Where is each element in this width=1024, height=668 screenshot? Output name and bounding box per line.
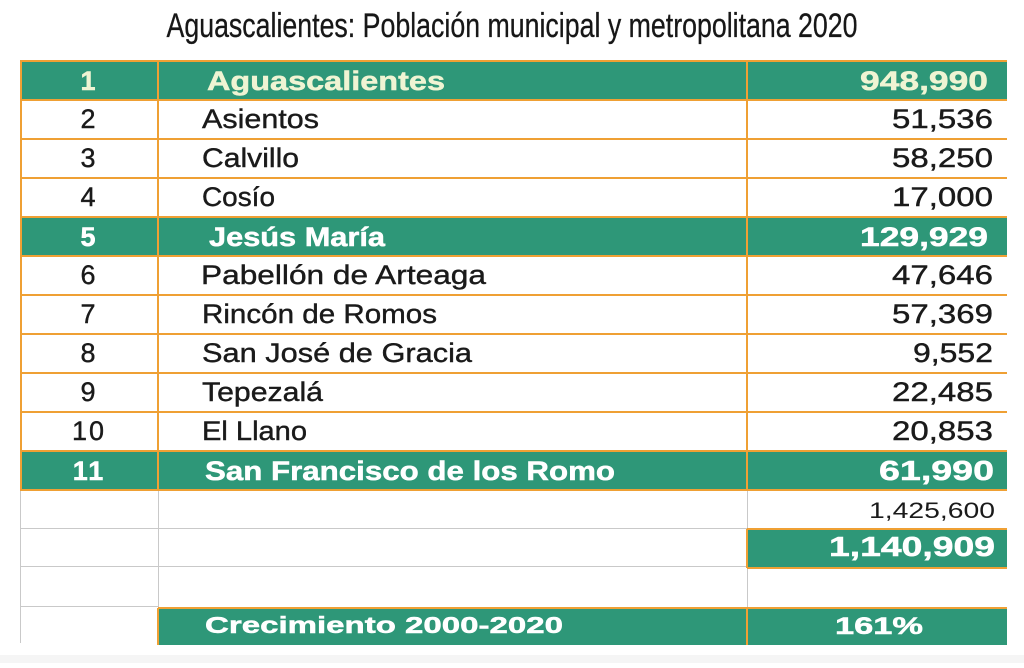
svg-text:2: 2	[80, 104, 97, 134]
svg-text:Jesús María: Jesús María	[209, 222, 386, 252]
svg-text:47,646: 47,646	[892, 260, 993, 290]
svg-text:61,990: 61,990	[879, 455, 994, 486]
svg-text:San Francisco de los Romo: San Francisco de los Romo	[205, 456, 615, 486]
svg-text:57,369: 57,369	[892, 299, 993, 329]
svg-text:Aguascalientes: Población muni: Aguascalientes: Población municipal y me…	[167, 7, 858, 45]
svg-text:5: 5	[80, 222, 97, 252]
svg-text:Crecimiento 2000-2020: Crecimiento 2000-2020	[205, 612, 563, 638]
svg-text:8: 8	[80, 338, 97, 368]
svg-text:Calvillo: Calvillo	[202, 143, 299, 173]
svg-text:San José de Gracia: San José de Gracia	[202, 338, 473, 368]
svg-text:9,552: 9,552	[913, 338, 993, 368]
svg-text:Aguascalientes: Aguascalientes	[207, 66, 445, 96]
svg-text:Pabellón de Arteaga: Pabellón de Arteaga	[201, 260, 487, 290]
svg-text:Rincón de Romos: Rincón de Romos	[202, 299, 437, 329]
svg-text:1,140,909: 1,140,909	[829, 531, 995, 562]
svg-text:51,536: 51,536	[892, 104, 993, 134]
svg-text:22,485: 22,485	[892, 377, 993, 407]
svg-text:1: 1	[80, 66, 97, 96]
svg-text:20,853: 20,853	[892, 416, 993, 446]
svg-text:6: 6	[80, 260, 97, 290]
svg-text:Asientos: Asientos	[202, 104, 319, 134]
svg-text:1,425,600: 1,425,600	[869, 498, 995, 523]
svg-text:Tepezalá: Tepezalá	[202, 377, 324, 407]
svg-text:129,929: 129,929	[860, 222, 988, 252]
svg-text:10: 10	[72, 416, 106, 446]
svg-text:17,000: 17,000	[892, 182, 993, 212]
svg-text:Cosío: Cosío	[202, 182, 275, 212]
svg-text:3: 3	[80, 143, 97, 173]
svg-text:58,250: 58,250	[892, 143, 993, 173]
svg-text:9: 9	[80, 377, 97, 407]
svg-text:El Llano: El Llano	[202, 416, 307, 446]
svg-text:161%: 161%	[835, 613, 923, 640]
svg-text:4: 4	[80, 182, 97, 212]
svg-text:11: 11	[73, 456, 106, 486]
svg-text:948,990: 948,990	[860, 66, 988, 96]
svg-text:7: 7	[80, 299, 97, 329]
